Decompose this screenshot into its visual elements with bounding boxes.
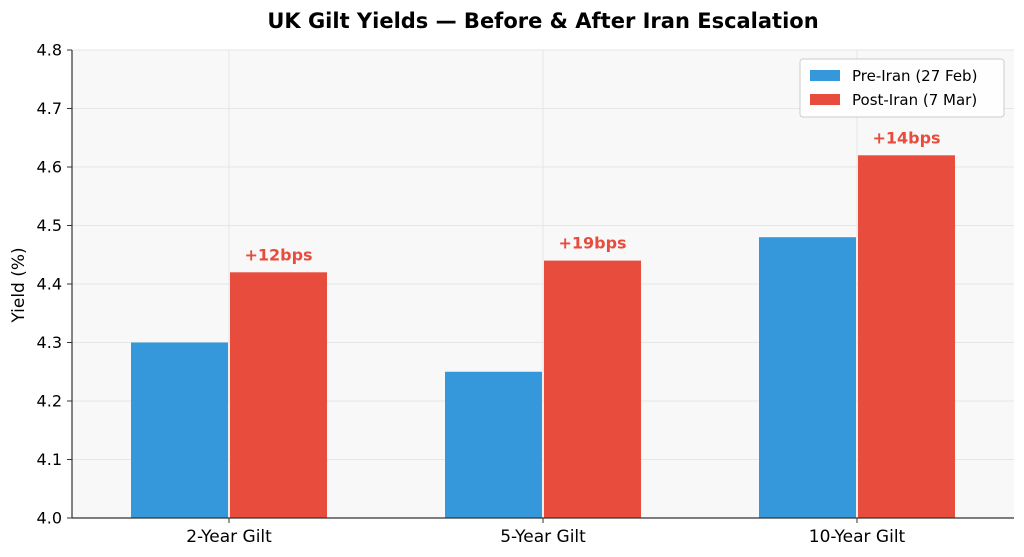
chart-title: UK Gilt Yields — Before & After Iran Esc… — [267, 9, 818, 33]
bar-annotation: +14bps — [872, 128, 940, 147]
legend-swatch — [810, 94, 840, 105]
bar-post-iran-3 — [858, 155, 955, 519]
bar-pre-iran-1 — [131, 342, 228, 518]
legend-label: Pre-Iran (27 Feb) — [852, 67, 977, 85]
legend — [799, 58, 1005, 118]
x-tick-label: 2-Year Gilt — [186, 527, 272, 547]
y-tick-label: 4.2 — [37, 392, 62, 411]
bar-pre-iran-3 — [759, 237, 856, 518]
legend-label: Post-Iran (7 Mar) — [852, 91, 977, 109]
bar-annotation: +19bps — [558, 234, 626, 253]
y-tick-label: 4.1 — [37, 450, 62, 469]
y-tick-label: 4.8 — [37, 41, 62, 60]
bar-post-iran-2 — [544, 260, 641, 518]
y-tick-label: 4.6 — [37, 158, 62, 177]
y-tick-label: 4.3 — [37, 333, 62, 352]
y-tick-label: 4.5 — [37, 216, 62, 235]
legend-swatch — [810, 70, 840, 81]
y-tick-label: 4.7 — [37, 99, 62, 118]
bar-post-iran-1 — [230, 272, 327, 518]
bar-annotation: +12bps — [244, 245, 312, 264]
y-tick-label: 4.0 — [37, 509, 62, 528]
y-axis-label: Yield (%) — [9, 247, 29, 323]
y-tick-label: 4.4 — [37, 275, 62, 294]
bar-pre-iran-2 — [445, 371, 542, 518]
x-tick-label: 5-Year Gilt — [500, 527, 586, 547]
x-tick-label: 10-Year Gilt — [809, 527, 906, 547]
